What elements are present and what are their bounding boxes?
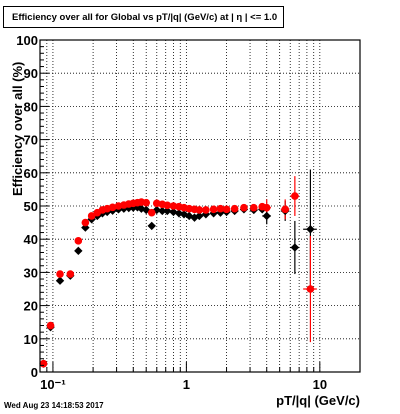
- data-point-red: [240, 203, 248, 212]
- y-tick-label: 20: [24, 299, 38, 314]
- data-point-black: [290, 243, 300, 252]
- data-point-black: [163, 206, 172, 216]
- y-tick-label: 40: [24, 232, 38, 247]
- data-point-red: [306, 285, 315, 293]
- timestamp: Wed Aug 23 14:18:53 2017: [4, 401, 104, 410]
- y-tick-label: 60: [24, 166, 38, 181]
- error-bars: [41, 169, 317, 365]
- x-tick-label: 10: [313, 377, 327, 392]
- y-tick-label: 0: [31, 365, 38, 380]
- data-point-red: [66, 270, 75, 278]
- data-point-red: [147, 208, 156, 217]
- data-point-red: [281, 205, 289, 214]
- data-point-black: [129, 203, 138, 212]
- data-point-red: [230, 204, 239, 213]
- data-point-black: [147, 221, 156, 231]
- x-axis-label: pT/|q| (GeV/c): [276, 393, 360, 408]
- data-point-black: [142, 205, 151, 215]
- data-point-red: [195, 206, 204, 214]
- chart-title: Efficiency over all for Global vs pT/|q|…: [12, 12, 278, 23]
- data-point-red: [291, 192, 299, 200]
- data-point-red: [108, 203, 117, 212]
- data-point-red: [262, 203, 271, 212]
- data-point-red: [142, 198, 151, 207]
- data-point-red: [46, 321, 55, 330]
- data-point-black: [306, 225, 315, 234]
- data-point-red: [209, 205, 218, 214]
- data-point-red: [39, 359, 48, 368]
- data-point-red: [202, 206, 210, 214]
- data-point-black: [74, 246, 83, 256]
- y-tick-label: 70: [24, 133, 38, 148]
- title-box: Efficiency over all for Global vs pT/|q|…: [3, 6, 284, 28]
- data-point-black: [195, 211, 204, 221]
- data-point-red: [216, 204, 225, 213]
- data-point-red: [56, 270, 64, 278]
- data-point-red: [222, 205, 231, 214]
- y-tick-label: 30: [24, 265, 38, 280]
- data-point-red: [169, 202, 178, 210]
- data-point-red: [163, 201, 172, 210]
- data-point-red: [87, 212, 96, 220]
- y-tick-label: 80: [24, 99, 38, 114]
- grid-lines: [40, 40, 360, 372]
- y-tick-label: 50: [24, 199, 38, 214]
- y-tick-label: 90: [24, 66, 38, 81]
- x-tick-label: 1: [183, 377, 190, 392]
- x-tick-label: 10⁻¹: [40, 377, 66, 392]
- axes: 0 10 20 30 40 50 60 70 80 90 100 10⁻¹ 1 10: [16, 33, 361, 392]
- data-point-black: [158, 206, 167, 216]
- data-point-black: [55, 276, 65, 285]
- data-markers: [39, 192, 315, 368]
- data-point-red: [81, 218, 90, 227]
- y-tick-label: 100: [16, 33, 38, 48]
- y-tick-label: 10: [24, 332, 38, 347]
- data-point-black: [262, 211, 271, 221]
- data-point-red: [249, 203, 258, 212]
- y-axis-label: Efficiency over all (%): [10, 61, 25, 196]
- data-point-red: [74, 237, 83, 245]
